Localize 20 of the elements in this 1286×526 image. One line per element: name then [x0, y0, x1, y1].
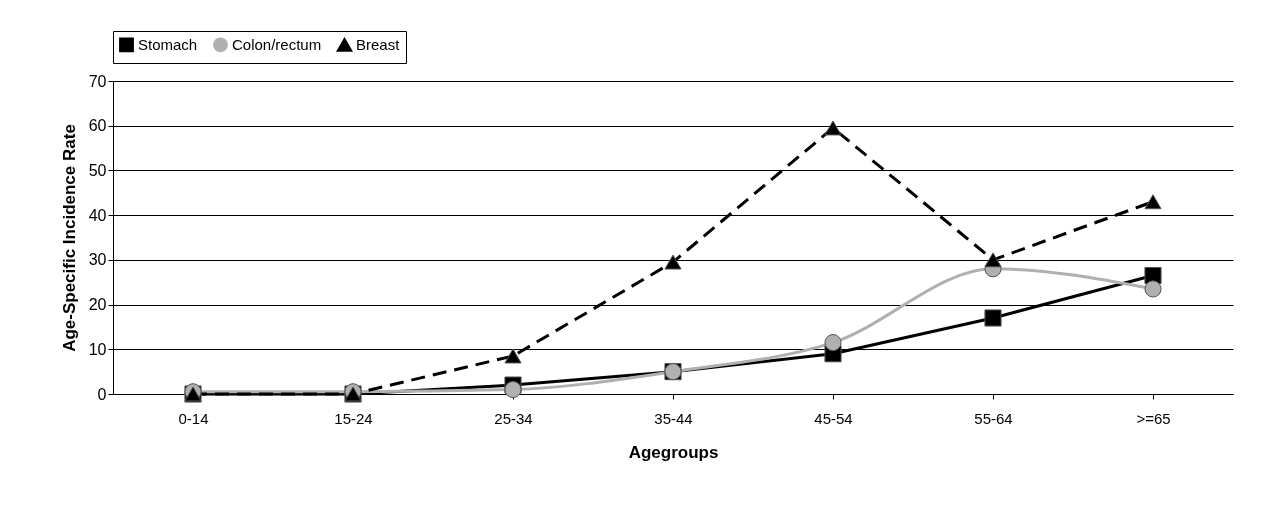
x-tick-label: 55-64 — [974, 409, 1013, 427]
x-axis-title: Agegroups — [628, 442, 719, 462]
y-axis-title: Age-Specific Incidence Rate — [59, 124, 79, 352]
x-tick-label: 35-44 — [654, 409, 693, 427]
y-tick-label: 50 — [88, 161, 107, 179]
x-tick-label: 45-54 — [814, 409, 853, 427]
y-tick-label: 40 — [88, 206, 107, 224]
y-tick-label: 30 — [88, 251, 107, 269]
x-tick-label: >=65 — [1136, 409, 1171, 427]
x-tick-label: 15-24 — [334, 409, 373, 427]
y-tick-label: 70 — [88, 72, 107, 90]
y-tick-label: 0 — [97, 385, 107, 403]
x-tick-label: 0-14 — [178, 409, 209, 427]
y-tick-label: 10 — [88, 340, 107, 358]
y-tick-label: 20 — [88, 296, 107, 314]
legend-label: Breast — [356, 36, 401, 54]
x-tick-label: 25-34 — [494, 409, 533, 427]
y-tick-label: 60 — [88, 117, 107, 135]
legend-label: Colon/rectum — [232, 35, 322, 53]
legend-label: Stomach — [138, 35, 198, 53]
